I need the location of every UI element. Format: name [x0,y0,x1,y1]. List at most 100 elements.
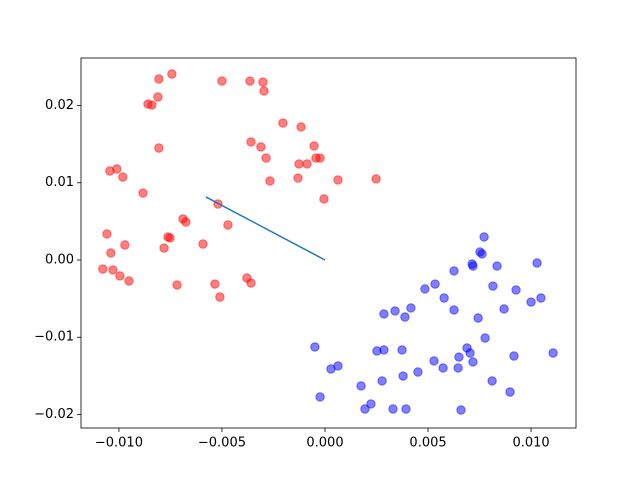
axes-frame [80,57,577,429]
point [165,233,175,243]
point [406,303,416,313]
point [278,118,288,128]
point [215,292,225,302]
y-tick-label: −0.01 [34,330,74,345]
point [153,92,163,102]
point [366,399,376,409]
point [106,248,116,258]
point [256,142,266,152]
point [198,239,208,249]
y-tick-label: 0.02 [45,98,74,113]
point [138,188,148,198]
y-tick-label: −0.02 [34,407,74,422]
point [294,159,304,169]
line [205,196,326,261]
point [259,86,269,96]
point [115,271,125,281]
y-tick-label: 0.00 [45,252,74,267]
point [505,387,515,397]
point [420,284,430,294]
point [333,361,343,371]
point [492,261,502,271]
x-tick-label: −0.010 [95,436,143,451]
point [102,229,112,239]
point [454,352,464,362]
point [449,266,459,276]
point [172,280,182,290]
point [413,367,423,377]
point [296,122,306,132]
point [124,276,134,286]
point [302,159,312,169]
point [293,173,303,183]
point [154,74,164,84]
point [453,363,463,373]
point [468,261,478,271]
point [217,76,227,86]
point [429,356,439,366]
point [360,404,370,414]
point [548,348,558,358]
point [167,69,177,79]
point [526,297,536,307]
point [401,404,411,414]
point [473,313,483,323]
point [147,100,157,110]
point [258,77,268,87]
point [487,376,497,386]
point [246,278,256,288]
point [159,243,169,253]
point [319,194,329,204]
point [379,309,389,319]
point [181,217,191,227]
point [465,348,475,358]
point [310,342,320,352]
point [536,293,546,303]
point [479,232,489,242]
x-tick-label: 0.005 [409,436,446,451]
point [245,76,255,86]
x-tick-label: 0.010 [512,436,549,451]
point [315,392,325,402]
point [397,345,407,355]
point [511,285,521,295]
point [509,351,519,361]
point [223,220,233,230]
point [261,153,271,163]
point [468,357,478,367]
point [390,306,400,316]
point [480,333,490,343]
point [309,141,319,151]
point [438,363,448,373]
point [265,176,275,186]
x-tick-label: 0.000 [306,436,343,451]
point [456,405,466,415]
point [430,279,440,289]
y-tick-label: 0.01 [45,175,74,190]
point [315,153,325,163]
point [398,371,408,381]
point [210,279,220,289]
point [388,404,398,414]
point [333,175,343,185]
point [377,376,387,386]
point [532,258,542,268]
point [356,381,366,391]
point [477,249,487,259]
point [118,172,128,182]
point [112,164,122,174]
point [439,293,449,303]
point [108,265,118,275]
point [371,174,381,184]
point [400,312,410,322]
point [379,345,389,355]
point [120,240,130,250]
point [488,281,498,291]
point [98,264,108,274]
x-tick-label: −0.005 [198,436,246,451]
point [449,305,459,315]
point [499,304,509,314]
point [246,137,256,147]
point [154,143,164,153]
